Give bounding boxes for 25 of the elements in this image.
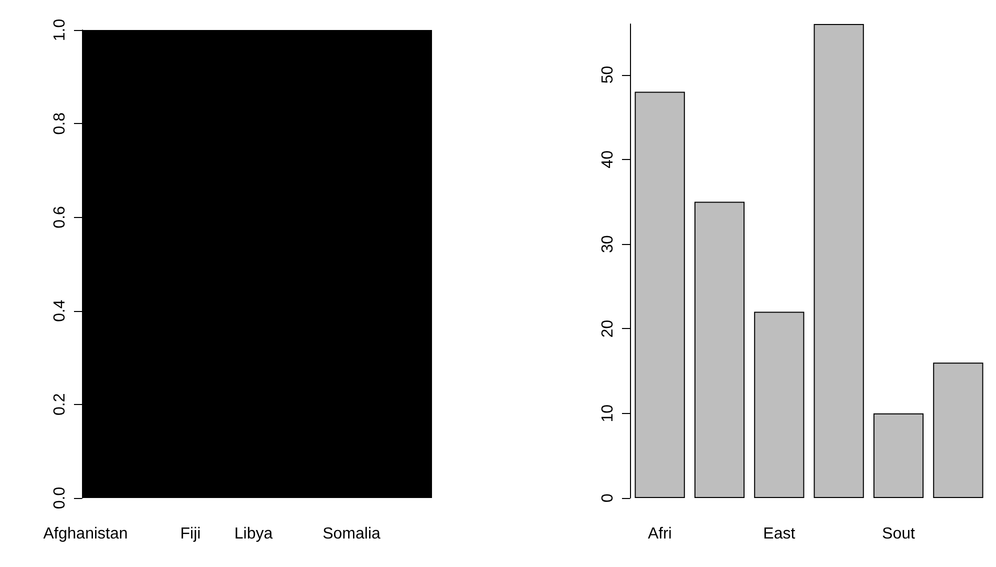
x-tick-label: East xyxy=(763,526,796,542)
y-tick-label: 20 xyxy=(600,320,616,338)
bar xyxy=(754,312,804,498)
y-tick-label: 0.6 xyxy=(52,206,68,228)
y-tick-label: 0.2 xyxy=(52,393,68,416)
y-tick-label: 0.4 xyxy=(52,300,68,322)
y-tick-label: 1.0 xyxy=(52,18,68,42)
y-tick-label: 0.8 xyxy=(52,112,68,135)
bar xyxy=(634,92,685,498)
y-tick-label: 0.0 xyxy=(52,486,68,510)
x-tick-label: Somalia xyxy=(322,526,380,542)
bar xyxy=(814,24,864,498)
x-tick-label: Afri xyxy=(648,526,672,542)
bar xyxy=(694,202,745,498)
y-tick-label: 10 xyxy=(600,404,616,422)
x-tick-label: Sout xyxy=(882,526,916,542)
x-tick-label: Libya xyxy=(234,526,273,542)
bar xyxy=(933,362,984,498)
bar xyxy=(873,413,924,498)
x-tick-label: Afghanistan xyxy=(43,526,128,542)
y-tick-label: 40 xyxy=(600,150,616,168)
x-tick-label: Fiji xyxy=(180,526,201,542)
y-tick-label: 0 xyxy=(600,493,616,502)
y-tick-label: 30 xyxy=(600,235,616,253)
y-tick-label: 50 xyxy=(600,66,616,84)
